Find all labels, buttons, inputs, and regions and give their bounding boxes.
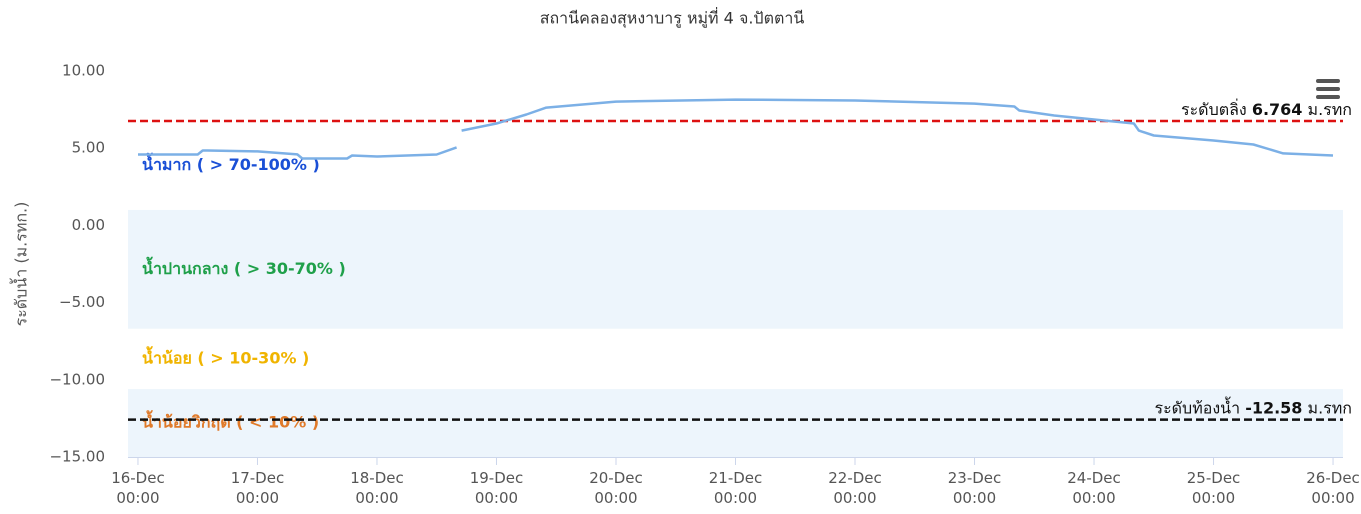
x-tick-label: 20-Dec 00:00: [589, 469, 643, 507]
chart-title: สถานีคลองสุหงาบารู หมู่ที่ 4 จ.ปัตตานี: [540, 7, 805, 29]
x-tick-label: 26-Dec 00:00: [1306, 469, 1360, 507]
plot-line-label: ระดับตลิ่ง 6.764 ม.รทก: [1181, 97, 1352, 118]
x-tick-label: 22-Dec 00:00: [828, 469, 882, 507]
plot-line-unit: ม.รทก: [1308, 99, 1352, 118]
plot-line-value: -12.58: [1245, 398, 1302, 417]
plot-band: [128, 389, 1343, 457]
y-tick-label: 10.00: [62, 62, 105, 80]
y-tick-label: −10.00: [49, 370, 105, 388]
y-tick-label: −15.00: [49, 448, 105, 466]
x-tick-label: 18-Dec 00:00: [350, 469, 404, 507]
x-tick-label: 17-Dec 00:00: [230, 469, 285, 507]
plot-line-unit: ม.รทก: [1308, 398, 1352, 417]
band-label: น้ำน้อย ( > 10-30% ): [142, 345, 309, 367]
x-tick-label: 19-Dec 00:00: [469, 469, 524, 507]
x-tick-label: 21-Dec 00:00: [708, 469, 763, 507]
y-tick-label: 0.00: [72, 216, 105, 234]
y-tick-label: 5.00: [72, 139, 105, 157]
band-label: น้ำปานกลาง ( > 30-70% ): [142, 256, 346, 278]
plot-line-value: 6.764: [1252, 99, 1303, 118]
x-tick-label: 16-Dec 00:00: [111, 469, 165, 507]
plot-band: [128, 120, 1343, 210]
plot-line-text: ระดับท้องน้ำ: [1154, 396, 1240, 417]
x-tick-label: 23-Dec 00:00: [947, 469, 1002, 507]
plot-line-text: ระดับตลิ่ง: [1181, 97, 1247, 118]
plot-line-label: ระดับท้องน้ำ -12.58 ม.รทก: [1154, 396, 1352, 417]
y-axis-title: ระดับน้ำ (ม.รทก.): [10, 202, 31, 327]
series-line: [138, 98, 1334, 160]
menu-icon[interactable]: [1316, 79, 1340, 99]
band-label: น้ำมาก ( > 70-100% ): [142, 152, 320, 174]
y-tick-label: −5.00: [59, 293, 105, 311]
plot-band: [128, 209, 1343, 329]
x-tick-label: 24-Dec 00:00: [1067, 469, 1121, 507]
plot-band: [128, 328, 1343, 390]
x-tick-label: 25-Dec 00:00: [1186, 469, 1241, 507]
